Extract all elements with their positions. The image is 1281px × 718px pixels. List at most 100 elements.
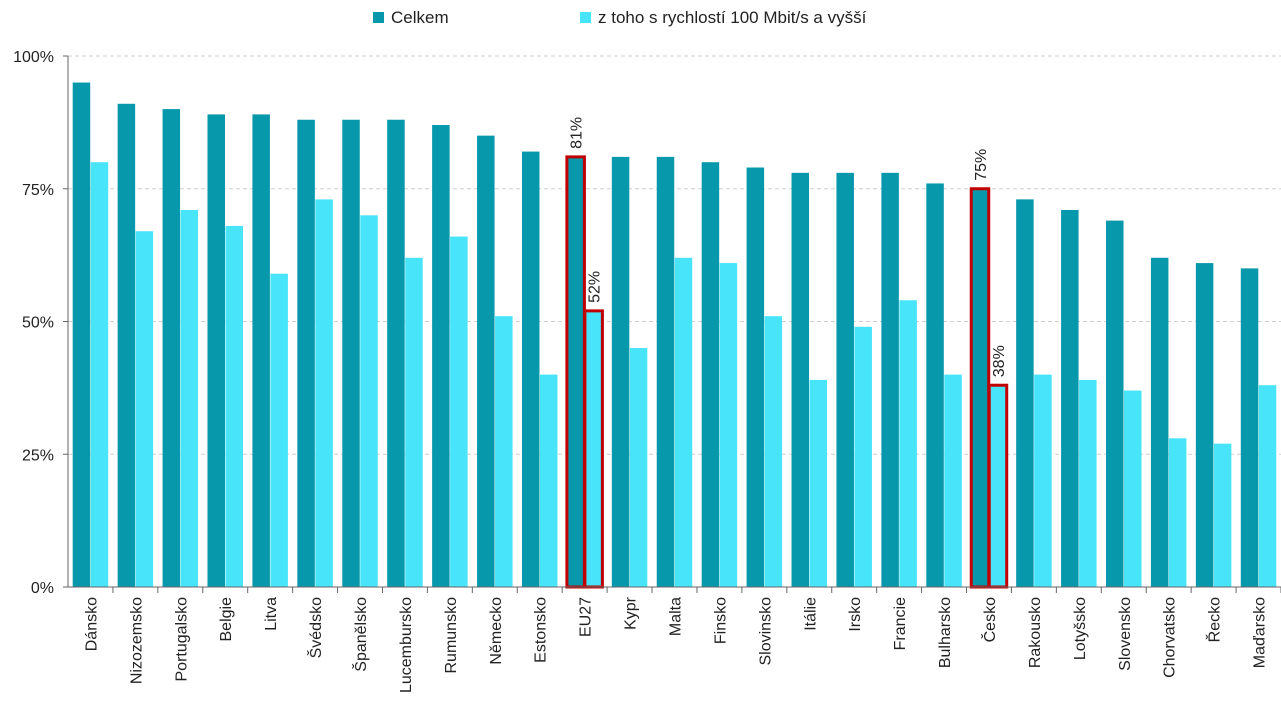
bar-100mbit-26 <box>1258 385 1277 587</box>
category-label: Německo <box>488 597 505 665</box>
bar-celkem-7 <box>387 119 405 587</box>
bar-100mbit-25 <box>1213 443 1232 587</box>
bar-100mbit-4 <box>270 273 288 587</box>
bar-celkem-8 <box>432 125 450 587</box>
bar-100mbit-11 <box>583 309 604 589</box>
category-label: Finsko <box>712 597 729 644</box>
bar-celkem-0 <box>72 82 91 588</box>
bar-100mbit-21 <box>1034 374 1052 587</box>
category-label: Irsko <box>847 597 864 632</box>
category-label: Rakousko <box>1027 597 1044 668</box>
bar-celkem-17 <box>836 172 854 587</box>
bar-100mbit-1 <box>135 231 154 588</box>
y-tick-label: 50% <box>22 315 54 332</box>
category-label: Nizozemsko <box>128 597 145 684</box>
bar-celkem-16 <box>791 172 810 587</box>
bar-100mbit-16 <box>809 379 828 587</box>
category-label: EU27 <box>578 597 595 637</box>
bar-celkem-21 <box>1016 199 1034 587</box>
bar-100mbit-14 <box>719 263 738 587</box>
bar-celkem-18 <box>881 172 899 587</box>
bar-100mbit-18 <box>899 300 917 587</box>
category-label: Malta <box>668 597 685 636</box>
bar-100mbit-20 <box>987 383 1009 589</box>
bar-celkem-23 <box>1106 220 1124 588</box>
bars <box>72 82 1277 589</box>
bar-celkem-11 <box>565 155 586 589</box>
bar-celkem-25 <box>1195 263 1214 587</box>
bar-100mbit-15 <box>764 316 783 587</box>
legend-label-celkem: Celkem <box>391 8 449 27</box>
bar-100mbit-22 <box>1079 379 1097 587</box>
category-label: Slovinsko <box>757 597 774 666</box>
bar-celkem-26 <box>1240 268 1259 587</box>
bar-100mbit-8 <box>450 236 468 588</box>
category-label: Chorvatsko <box>1162 597 1179 678</box>
bar-100mbit-24 <box>1168 438 1187 587</box>
bar-100mbit-7 <box>405 257 423 587</box>
category-label: Česko <box>980 597 999 642</box>
data-label: 81% <box>569 117 586 149</box>
category-label: Španělsko <box>351 597 370 672</box>
bar-celkem-1 <box>117 103 136 587</box>
category-label: Kypr <box>623 596 640 630</box>
category-label: Portugalsko <box>173 597 190 682</box>
category-label: Itálie <box>802 597 819 631</box>
bar-100mbit-23 <box>1124 390 1142 587</box>
data-label: 75% <box>973 149 990 181</box>
bar-celkem-6 <box>342 119 360 587</box>
y-axis: 0% 25% 50% 75% 100% <box>13 49 69 597</box>
legend: Celkem z toho s rychlostí 100 Mbit/s a v… <box>373 8 867 27</box>
bar-celkem-9 <box>477 135 495 587</box>
bar-100mbit-2 <box>180 209 199 588</box>
bar-100mbit-19 <box>944 374 962 587</box>
category-label: Francie <box>892 597 909 650</box>
bar-celkem-15 <box>746 167 765 587</box>
bar-100mbit-6 <box>360 215 378 588</box>
y-tick-label: 0% <box>31 580 54 597</box>
bar-celkem-12 <box>611 156 630 587</box>
data-label: 38% <box>991 345 1008 377</box>
bar-celkem-14 <box>701 162 720 587</box>
bar-celkem-22 <box>1061 209 1079 588</box>
bar-celkem-5 <box>297 119 315 587</box>
bar-100mbit-9 <box>495 316 513 587</box>
category-label: Bulharsko <box>937 597 954 668</box>
bar-celkem-19 <box>926 183 944 587</box>
x-axis: Dánsko Nizozemsko Portugalsko Belgie Litva Šv… <box>68 586 1281 693</box>
y-tick-label: 25% <box>22 447 54 464</box>
legend-swatch-100mbit <box>580 12 591 23</box>
bar-100mbit-0 <box>90 162 109 587</box>
category-label: Řecko <box>1205 597 1224 642</box>
category-label: Lucembursko <box>398 597 415 693</box>
category-label: Litva <box>263 597 280 631</box>
bar-100mbit-3 <box>225 225 243 588</box>
category-label: Estonsko <box>533 597 550 663</box>
bar-celkem-24 <box>1150 257 1169 587</box>
bar-celkem-2 <box>162 109 181 587</box>
bar-celkem-3 <box>207 114 225 587</box>
bar-100mbit-13 <box>674 257 693 587</box>
bar-celkem-20 <box>969 187 991 589</box>
bar-100mbit-12 <box>629 348 648 587</box>
legend-label-100mbit: z toho s rychlostí 100 Mbit/s a vyšší <box>598 8 867 27</box>
category-label: Belgie <box>218 597 235 642</box>
bar-celkem-4 <box>252 114 270 587</box>
category-label: Slovensko <box>1117 597 1134 671</box>
bar-100mbit-10 <box>539 374 558 587</box>
data-label: 52% <box>587 271 604 303</box>
category-label: Lotyšsko <box>1072 597 1089 660</box>
data-labels: 81% 52% 75% 38% <box>569 117 1008 377</box>
category-label: Dánsko <box>83 597 100 651</box>
category-label: Rumunsko <box>443 597 460 674</box>
bar-celkem-10 <box>521 151 540 587</box>
bar-100mbit-17 <box>854 326 872 587</box>
legend-swatch-celkem <box>373 12 384 23</box>
y-tick-label: 100% <box>13 49 54 66</box>
y-tick-label: 75% <box>22 182 54 199</box>
category-label: Švédsko <box>306 597 325 658</box>
bar-100mbit-5 <box>315 199 333 587</box>
bar-celkem-13 <box>656 156 675 587</box>
category-label: Maďarsko <box>1252 597 1269 668</box>
